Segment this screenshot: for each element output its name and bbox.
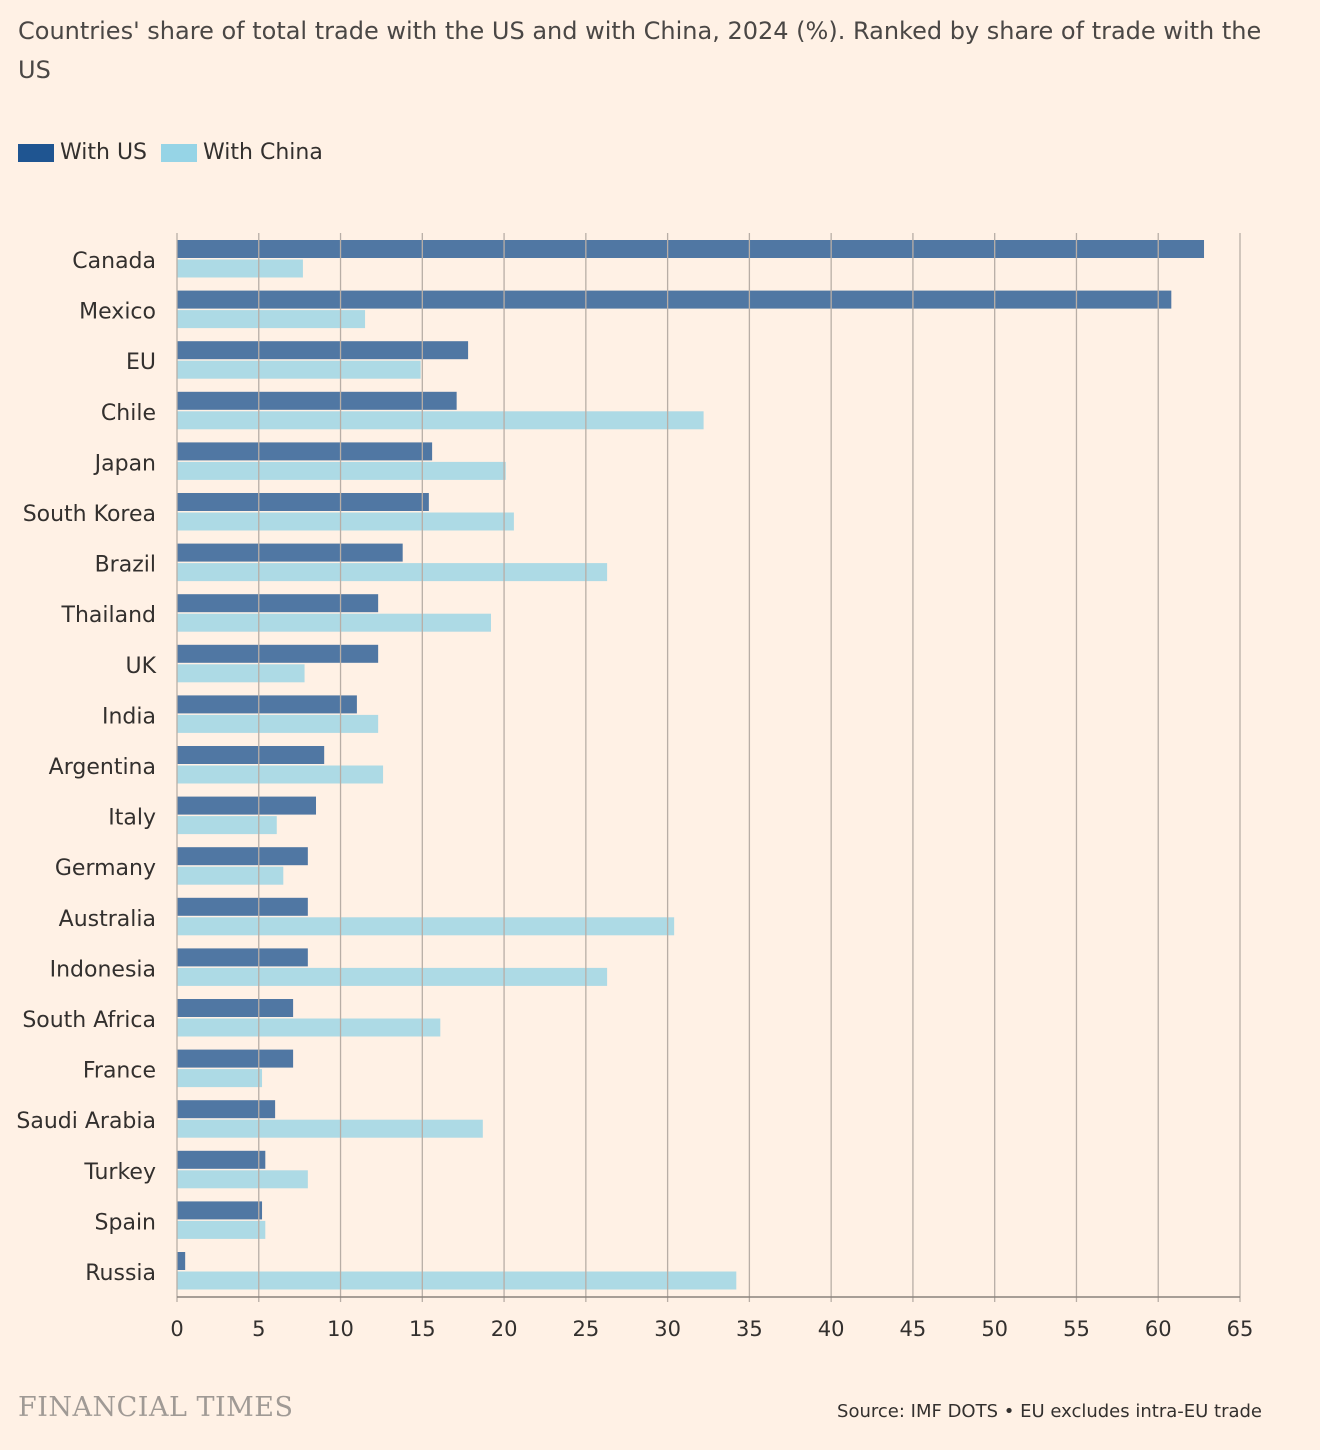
category-label: Brazil bbox=[95, 553, 156, 578]
legend-label-china: With China bbox=[203, 140, 323, 165]
bar-us bbox=[177, 1100, 276, 1119]
x-tick-label: 45 bbox=[900, 1317, 927, 1341]
category-label: Canada bbox=[72, 249, 156, 274]
x-tick-label: 5 bbox=[252, 1317, 265, 1341]
category-label: India bbox=[102, 704, 156, 729]
bar-china bbox=[177, 310, 366, 329]
bar-china bbox=[177, 512, 514, 531]
category-label: Russia bbox=[85, 1261, 156, 1286]
x-tick-label: 30 bbox=[654, 1317, 681, 1341]
ft-logo: FINANCIAL TIMES bbox=[18, 1392, 294, 1423]
bar-us bbox=[177, 948, 308, 967]
bar-us bbox=[177, 341, 469, 360]
bar-china bbox=[177, 1018, 441, 1037]
legend-swatch-china bbox=[161, 143, 198, 162]
category-label: Thailand bbox=[61, 603, 156, 628]
bar-us bbox=[177, 290, 1172, 309]
x-tick-label: 60 bbox=[1145, 1317, 1172, 1341]
category-label: Italy bbox=[108, 806, 156, 831]
legend-label-us: With US bbox=[60, 140, 148, 165]
x-tick-label: 15 bbox=[409, 1317, 436, 1341]
category-label: Spain bbox=[95, 1210, 156, 1235]
category-label: Japan bbox=[93, 451, 156, 476]
category-label: Germany bbox=[55, 856, 156, 881]
bar-china bbox=[177, 613, 491, 632]
bar-china bbox=[177, 1271, 737, 1290]
category-label: France bbox=[83, 1059, 156, 1084]
category-label: EU bbox=[126, 350, 156, 375]
x-tick-label: 65 bbox=[1227, 1317, 1254, 1341]
bar-china bbox=[177, 765, 384, 784]
bar-china bbox=[177, 1220, 266, 1239]
category-label: Australia bbox=[59, 907, 156, 932]
bar-us bbox=[177, 1252, 186, 1270]
bar-china bbox=[177, 866, 284, 885]
bar-china bbox=[177, 563, 608, 582]
bar-us bbox=[177, 594, 379, 613]
bar-china bbox=[177, 1119, 483, 1138]
bar-us bbox=[177, 746, 325, 764]
bar-us bbox=[177, 391, 457, 410]
source-note: Source: IMF DOTS • EU excludes intra-EU … bbox=[837, 1401, 1262, 1422]
bar-us bbox=[177, 240, 1205, 258]
bar-china bbox=[177, 816, 277, 835]
bar-china bbox=[177, 411, 704, 430]
category-label: Mexico bbox=[79, 300, 156, 325]
bar-us bbox=[177, 543, 403, 562]
category-label: Saudi Arabia bbox=[16, 1109, 156, 1134]
category-label: UK bbox=[125, 654, 156, 679]
bar-us bbox=[177, 1201, 263, 1220]
legend: With US With China bbox=[18, 140, 337, 165]
category-label: South Africa bbox=[22, 1008, 156, 1033]
bar-us bbox=[177, 999, 294, 1017]
x-tick-label: 10 bbox=[327, 1317, 354, 1341]
category-label: Argentina bbox=[49, 755, 156, 780]
bar-us bbox=[177, 695, 357, 714]
category-label: Indonesia bbox=[50, 957, 156, 982]
bar-us bbox=[177, 796, 317, 815]
category-label: Chile bbox=[101, 401, 156, 426]
x-tick-label: 40 bbox=[818, 1317, 845, 1341]
bar-us bbox=[177, 493, 429, 511]
bar-us bbox=[177, 1150, 266, 1169]
chart-title: Countries' share of total trade with the… bbox=[18, 17, 1262, 84]
bar-china bbox=[177, 1069, 263, 1088]
bar-us bbox=[177, 1049, 294, 1068]
bar-china bbox=[177, 360, 421, 379]
bar-us bbox=[177, 644, 379, 663]
x-tick-label: 0 bbox=[170, 1317, 183, 1341]
category-label: Turkey bbox=[83, 1160, 156, 1185]
legend-swatch-us bbox=[18, 143, 54, 162]
x-tick-label: 20 bbox=[491, 1317, 518, 1341]
bar-china bbox=[177, 967, 608, 986]
x-tick-label: 25 bbox=[572, 1317, 599, 1341]
bar-us bbox=[177, 442, 433, 461]
bar-china bbox=[177, 664, 305, 683]
category-label: South Korea bbox=[23, 502, 156, 527]
x-tick-label: 35 bbox=[736, 1317, 763, 1341]
bar-china bbox=[177, 1170, 308, 1189]
x-tick-label: 55 bbox=[1063, 1317, 1090, 1341]
x-tick-label: 50 bbox=[981, 1317, 1008, 1341]
bar-china bbox=[177, 917, 675, 936]
bar-china bbox=[177, 461, 506, 480]
bar-us bbox=[177, 847, 308, 866]
bar-china bbox=[177, 714, 379, 733]
bar-us bbox=[177, 897, 308, 916]
bar-china bbox=[177, 259, 303, 278]
